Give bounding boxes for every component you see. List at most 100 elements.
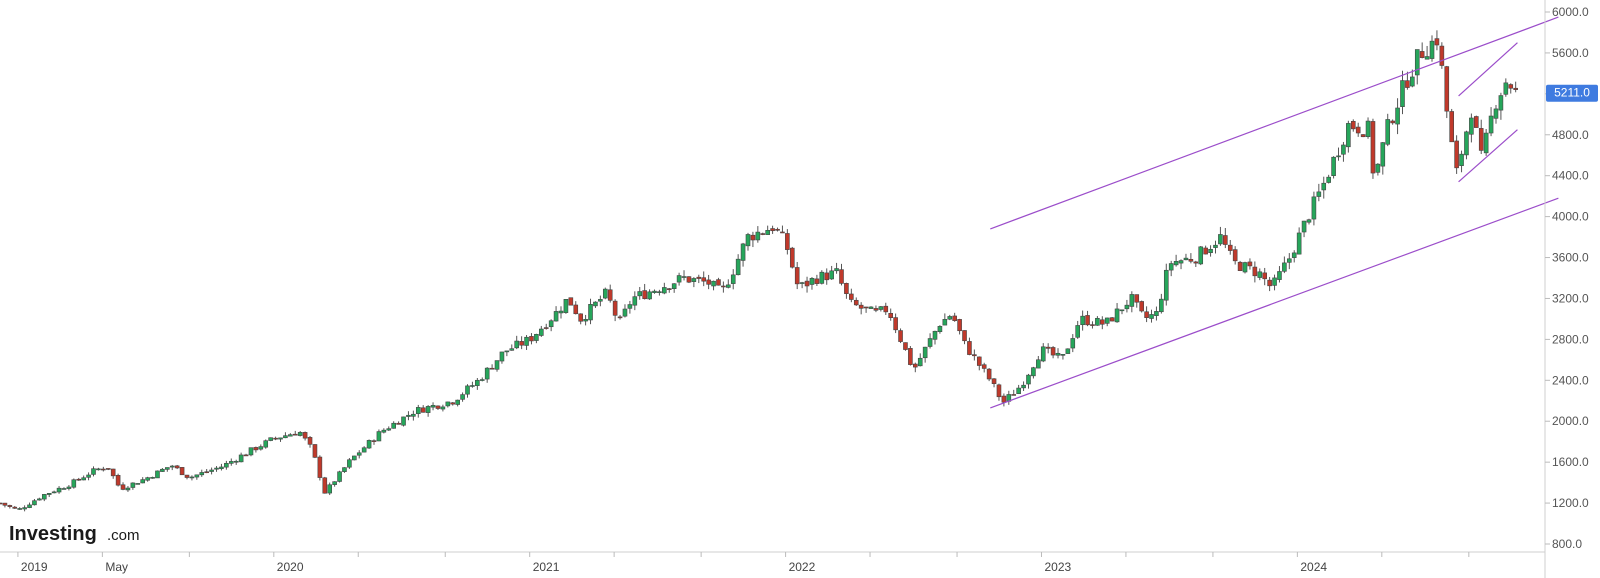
candle-body-down [986,368,992,380]
candle-body-up [189,476,195,479]
x-tick-label: May [105,560,128,574]
candle-body-up [735,258,741,276]
candle-body-up [130,482,136,488]
candle-body-up [401,416,406,426]
candle [1449,108,1454,143]
candle [415,404,421,418]
y-tick-label: 6000.0 [1552,5,1589,19]
candle [327,482,333,496]
candle [81,475,86,481]
candle [937,325,943,334]
y-tick-label: 2400.0 [1552,373,1589,387]
x-axis-ticks: 2019 May 2020 2021 2022 2023 2024 [17,552,1470,574]
candle-body-up [583,319,588,322]
candle-body-up [1414,49,1420,76]
candle-body-up [91,468,96,475]
candle [701,271,707,287]
candle-body-up [327,484,333,494]
candle-body-down [1050,347,1056,356]
candle [588,298,593,325]
candle-body-up [1080,315,1085,326]
candle [1149,309,1154,323]
candle-body-up [1424,56,1430,60]
candle-body-up [238,454,244,463]
candle [1429,35,1435,62]
candle [406,411,411,421]
candle [169,464,175,471]
candle [184,474,190,480]
candle-body-up [209,469,214,472]
candle-body-up [1114,308,1120,323]
candle [834,262,839,274]
candle-body-up [1301,220,1307,233]
candle-body-up [878,306,884,310]
candle-body-down [101,468,106,471]
candle-body-up [1070,338,1076,349]
candle [352,455,357,461]
candle [578,313,583,325]
candle [711,280,716,291]
candle-body-down [642,290,647,300]
candle [1213,240,1218,254]
candle-body-down [839,269,844,284]
candle [1085,310,1090,327]
candle [957,318,962,335]
candle [1006,390,1012,405]
candle-body-up [1503,82,1509,95]
candle [1242,261,1248,274]
candle-body-up [41,494,47,500]
candle-body-up [71,479,77,488]
candle [1090,321,1095,329]
candle [1301,220,1307,238]
candle [1355,122,1361,137]
candle [1385,113,1391,147]
candle-body-up [445,401,451,407]
candle-body-up [297,432,303,436]
candle-body-up [1498,95,1504,111]
candle-body-down [184,474,190,478]
candle [1316,183,1322,202]
candle-body-up [366,440,372,449]
candle [1104,317,1110,327]
y-tick-label: 4400.0 [1552,169,1589,183]
candle [361,446,367,453]
candle [1336,147,1341,161]
candle-body-down [1439,45,1445,66]
candle-body-up [947,316,953,320]
candle [470,381,475,388]
candle-body-up [406,414,411,417]
candle-body-down [322,477,328,494]
candle [1021,381,1026,391]
candle-body-down [307,437,313,445]
candle-body-down [1134,294,1140,303]
candle-body-up [32,500,37,506]
candle [253,446,259,453]
candle [479,377,485,382]
candle [401,416,406,427]
candle-body-up [622,308,628,317]
candle [548,319,554,332]
trendline-1 [990,16,1559,230]
candle-body-down [814,278,820,284]
candle-body-up [381,429,387,433]
candle [160,467,165,472]
candle-body-up [1119,309,1125,312]
candle [91,466,96,477]
candle [145,476,150,482]
candle-body-up [799,282,805,284]
candle [1424,45,1430,60]
candle-body-up [125,487,131,491]
candle-body-down [179,467,185,476]
candle [612,299,618,322]
candle [666,287,672,293]
candle [332,481,337,487]
candle [179,467,185,476]
candle-body-down [1262,272,1267,280]
candle [2,502,8,508]
candle-body-down [1419,51,1425,58]
candle-body-up [1060,354,1066,356]
candle [22,505,27,512]
candle [947,314,953,321]
candle-body-up [1075,325,1081,338]
